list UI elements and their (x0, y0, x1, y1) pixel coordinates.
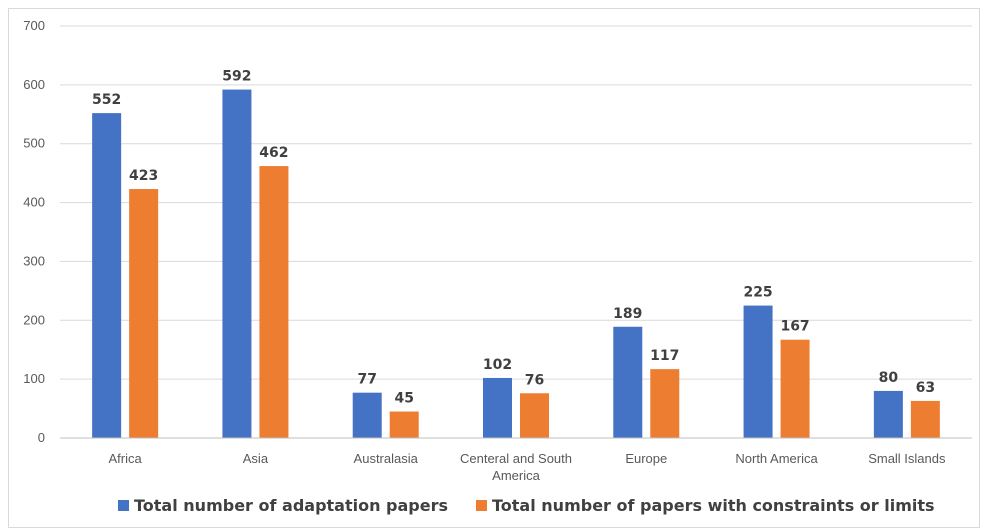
bar (613, 326, 643, 438)
data-label: 592 (222, 69, 251, 85)
bar (259, 166, 289, 438)
x-category-label: Africa (109, 451, 143, 466)
x-category-label: Small Islands (868, 451, 946, 466)
y-tick-label: 300 (23, 253, 45, 268)
x-category-label: America (492, 468, 540, 483)
x-category-label: North America (735, 451, 818, 466)
data-label: 462 (259, 145, 288, 161)
x-category-label: Asia (243, 451, 269, 466)
bar (222, 89, 252, 439)
bars (92, 89, 940, 439)
x-axis-categories: Africa Asia Australasia Centeral and South A… (109, 451, 946, 483)
gridlines (60, 25, 972, 380)
data-label: 45 (394, 391, 413, 407)
legend-label: Total number of papers with constraints … (492, 496, 935, 515)
legend-swatch (118, 500, 129, 511)
legend-label: Total number of adaptation papers (134, 496, 448, 515)
bar (743, 305, 773, 438)
bar (780, 339, 810, 438)
data-label: 80 (879, 370, 899, 386)
x-category-label: Australasia (354, 451, 419, 466)
y-tick-label: 100 (23, 371, 45, 386)
y-tick-label: 400 (23, 195, 45, 210)
data-label: 552 (92, 92, 121, 108)
y-axis-ticks: 0 100 200 300 400 500 600 700 (23, 18, 45, 445)
bar (483, 377, 512, 438)
data-label: 77 (357, 372, 376, 388)
bar (910, 400, 940, 438)
bar (352, 392, 382, 438)
data-labels: 552 423 592 462 77 45 102 76 189 117 225 167 80 63 (92, 69, 935, 407)
x-category-label: Europe (625, 451, 667, 466)
data-label: 117 (650, 348, 679, 364)
bar (873, 390, 903, 438)
bar (92, 113, 122, 438)
chart-frame (8, 8, 980, 528)
bar (129, 189, 159, 438)
data-label: 63 (916, 380, 935, 396)
bar (520, 393, 549, 438)
y-tick-label: 500 (23, 136, 45, 151)
legend-swatch (476, 500, 487, 511)
bar (389, 411, 419, 438)
legend: Total number of adaptation papers Total n… (118, 496, 935, 515)
data-label: 225 (743, 285, 772, 301)
x-category-label: Centeral and South (460, 451, 572, 466)
y-tick-label: 700 (23, 18, 45, 33)
data-label: 189 (613, 306, 642, 322)
y-tick-label: 200 (23, 312, 45, 327)
data-label: 76 (525, 372, 544, 388)
y-tick-label: 600 (23, 77, 45, 92)
data-label: 423 (129, 168, 158, 184)
data-label: 102 (483, 357, 512, 373)
data-label: 167 (780, 319, 809, 335)
bar (650, 369, 680, 438)
y-tick-label: 0 (38, 430, 45, 445)
